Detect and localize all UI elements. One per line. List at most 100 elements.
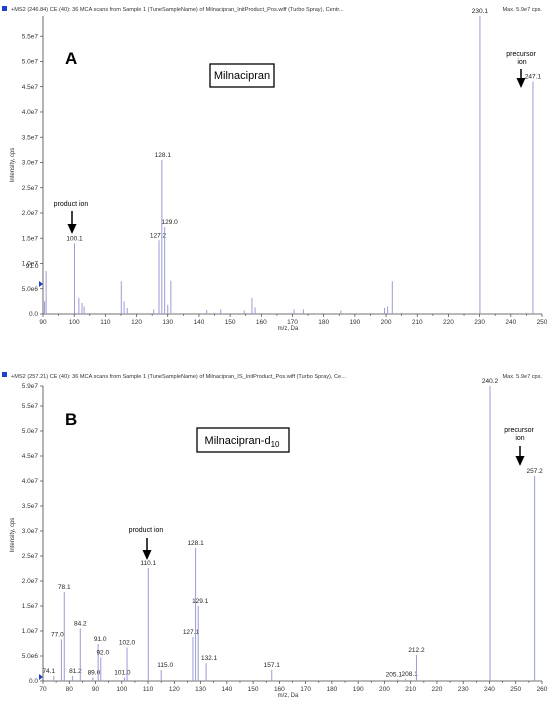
peak-label: 91.0 (26, 263, 39, 270)
peak-label: 89.0 (88, 670, 101, 677)
peak-label: 92.0 (96, 650, 109, 657)
x-tick-label: 140 (221, 686, 232, 693)
y-tick-label: 0.0 (29, 678, 38, 685)
panel-a-product-arrow-icon (67, 211, 77, 234)
peak-label: 102.0 (119, 640, 136, 647)
x-tick-label: 140 (194, 319, 205, 326)
peak-label: 240.2 (482, 378, 499, 385)
y-tick-label: 3.5e7 (22, 503, 39, 510)
peak-label: 100.1 (66, 235, 83, 242)
y-tick-label: 0.0 (29, 311, 38, 318)
panel-b-threshold-marker-icon (39, 674, 43, 680)
y-tick-label: 1.5e7 (22, 235, 39, 242)
peak-label: 128.1 (187, 540, 204, 547)
peak-label: 74.1 (42, 668, 55, 675)
peak-label: 78.1 (58, 584, 71, 591)
x-tick-label: 100 (69, 319, 80, 326)
y-tick-label: 5.0e6 (22, 286, 39, 293)
peak-label: 91.0 (94, 636, 107, 643)
x-tick-label: 80 (66, 686, 74, 693)
x-tick-label: 190 (353, 686, 364, 693)
panel-b-precursor-arrow-icon (515, 446, 525, 466)
peak-label: 132.1 (201, 655, 218, 662)
peak-label: 208.1 (402, 671, 419, 678)
x-tick-label: 210 (412, 319, 423, 326)
peak-label: 81.2 (69, 668, 82, 675)
x-tick-label: 150 (225, 319, 236, 326)
x-tick-label: 240 (484, 686, 495, 693)
y-tick-label: 4.0e7 (22, 478, 39, 485)
panel-a-compound-name: Milnacipran (214, 70, 270, 82)
peak-label: 110.1 (140, 560, 156, 567)
y-tick-label: 3.0e7 (22, 528, 39, 535)
window-indicator-icon (2, 6, 7, 11)
x-tick-label: 180 (318, 319, 329, 326)
panel-a-letter: A (65, 49, 77, 68)
x-tick-label: 70 (39, 686, 47, 693)
panel-b-x-axis-label: m/z, Da (278, 693, 299, 699)
peak-label: 128.1 (155, 152, 172, 159)
y-tick-label: 3.5e7 (22, 134, 39, 141)
x-tick-label: 220 (432, 686, 443, 693)
peak-label: 101.0 (114, 670, 131, 677)
panel-b-compound-box (196, 427, 290, 453)
panel-a-max-label: Max. 5.9e7 cps. (503, 7, 543, 13)
panel-b-y-axis-label: Intensity, cps (10, 518, 16, 553)
peak-label: 129.1 (192, 598, 209, 605)
x-tick-label: 110 (143, 686, 154, 693)
x-tick-label: 200 (381, 319, 392, 326)
peak-label: 127.1 (183, 629, 200, 636)
x-tick-label: 250 (510, 686, 521, 693)
x-tick-label: 130 (162, 319, 173, 326)
peak-label: 257.2 (527, 468, 544, 475)
x-tick-label: 90 (39, 319, 47, 326)
x-tick-label: 200 (379, 686, 390, 693)
peak-label: 205.1 (386, 672, 403, 679)
x-tick-label: 250 (537, 319, 548, 326)
y-tick-label: 4.5e7 (22, 84, 39, 91)
x-tick-label: 220 (443, 319, 454, 326)
window-indicator-icon (2, 372, 7, 377)
panel-a-precursor-arrow-icon (516, 69, 526, 88)
panel-b-product-ion-label: product ion (129, 527, 164, 534)
y-tick-label: 4.0e7 (22, 109, 39, 116)
y-tick-label: 2.0e7 (22, 578, 39, 585)
y-tick-label: 3.0e7 (22, 160, 39, 167)
peak-label: 212.2 (408, 647, 425, 654)
peak-label: 230.1 (472, 8, 489, 15)
panel-a-threshold-marker-icon (39, 281, 43, 287)
peak-label: 127.2 (150, 232, 167, 239)
panel-a-compound-box (209, 63, 275, 88)
x-tick-label: 180 (326, 686, 337, 693)
y-tick-label: 5.0e6 (22, 653, 39, 660)
x-tick-label: 170 (300, 686, 311, 693)
peak-label: 129.0 (161, 219, 178, 226)
x-tick-label: 230 (458, 686, 469, 693)
panel-b: +MS2 (257.21) CE (40): 36 MCA scans from… (2, 372, 548, 699)
panel-b-compound-name: Milnacipran-d10 (205, 435, 280, 449)
panel-b-header: +MS2 (257.21) CE (40): 36 MCA scans from… (11, 374, 346, 380)
panel-b-max-label: Max. 5.9e7 cps. (503, 374, 543, 380)
peak-label: 157.1 (264, 662, 281, 669)
x-tick-label: 230 (474, 319, 485, 326)
peak-label: 84.2 (74, 621, 87, 628)
x-tick-label: 190 (349, 319, 360, 326)
y-tick-label: 2.0e7 (22, 210, 39, 217)
x-tick-label: 120 (169, 686, 180, 693)
y-tick-label: 5.5e7 (22, 403, 39, 410)
peak-label: 247.1 (525, 74, 542, 81)
y-tick-label: 1.0e7 (22, 628, 39, 635)
y-tick-label: 5.0e7 (22, 59, 39, 66)
peak-label: 77.0 (51, 632, 64, 639)
y-tick-label: 1.5e7 (22, 603, 39, 610)
y-tick-label: 5.5e7 (22, 33, 39, 40)
x-tick-label: 100 (116, 686, 127, 693)
x-tick-label: 240 (505, 319, 516, 326)
panel-a-precursor-ion-label: precursor ion (506, 51, 538, 66)
panel-a-header: +MS2 (246.84) CE (40): 36 MCA scans from… (11, 7, 344, 13)
y-tick-label: 5.0e7 (22, 428, 39, 435)
y-tick-label: 5.9e7 (22, 383, 39, 390)
panel-b-product-arrow-icon (142, 538, 152, 560)
x-tick-label: 130 (195, 686, 206, 693)
